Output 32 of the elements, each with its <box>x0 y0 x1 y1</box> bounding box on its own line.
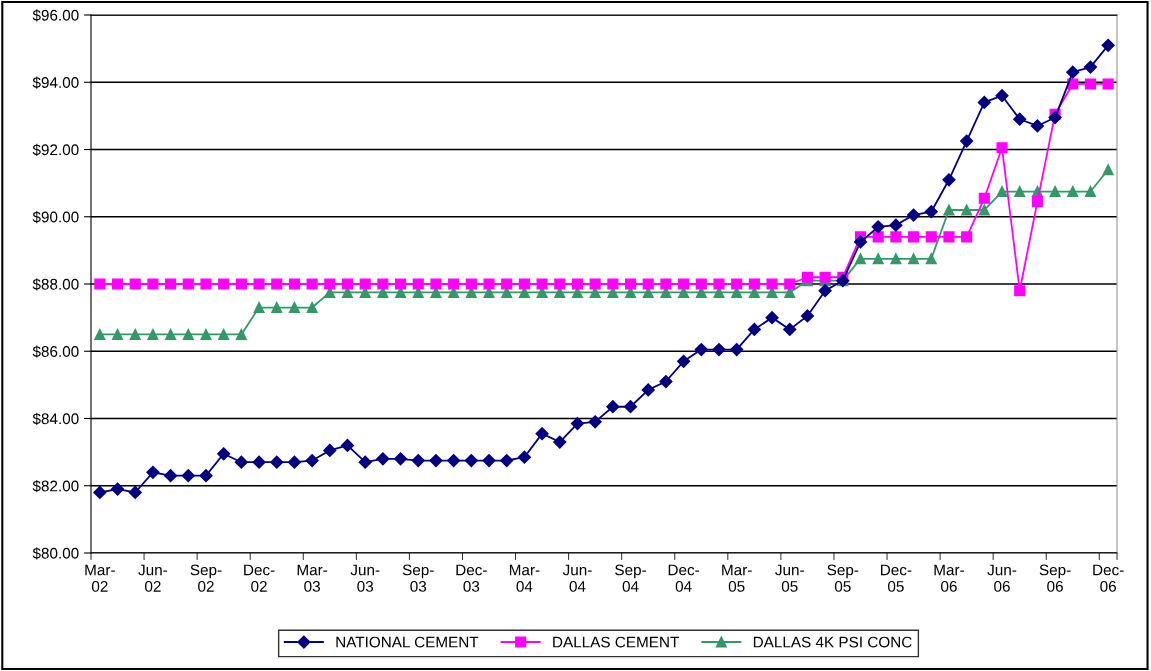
x-tick-label: Sep- 05 <box>827 564 859 592</box>
y-tick-label: $92.00 <box>32 143 79 157</box>
x-tick-label: Mar- 06 <box>934 564 964 592</box>
y-tick-label: $84.00 <box>32 412 79 426</box>
x-tick-label: Sep- 06 <box>1039 564 1071 592</box>
legend-label: NATIONAL CEMENT <box>336 636 479 648</box>
x-tick-label: Dec- 06 <box>1093 564 1124 592</box>
x-tick-label: Dec- 03 <box>456 564 487 592</box>
x-tick-label: Mar- 02 <box>85 564 115 592</box>
x-tick-label: Jun- 05 <box>775 564 804 592</box>
legend-label: DALLAS 4K PSI CONC <box>753 636 912 648</box>
y-tick-label: $94.00 <box>32 76 79 89</box>
y-tick-label: $86.00 <box>32 345 79 358</box>
y-tick-label: $88.00 <box>32 278 79 291</box>
x-tick-label: Mar- 04 <box>509 564 540 592</box>
legend-label: DALLAS CEMENT <box>553 636 679 648</box>
x-tick-label: Dec- 04 <box>668 564 700 592</box>
x-tick-label: Jun- 02 <box>138 564 168 592</box>
x-tick-label: Sep- 03 <box>402 564 434 592</box>
x-tick-label: Mar- 03 <box>297 564 328 592</box>
x-tick-label: Jun- 04 <box>562 564 592 592</box>
x-tick-label: Jun- 03 <box>350 564 380 592</box>
y-tick-label: $82.00 <box>32 479 79 493</box>
y-tick-label: $90.00 <box>32 210 79 224</box>
x-tick-label: Sep- 02 <box>190 564 222 592</box>
y-tick-label: $80.00 <box>32 547 79 560</box>
x-tick-label: Sep- 04 <box>615 564 646 592</box>
x-tick-label: Mar- 05 <box>722 564 752 592</box>
x-tick-label: Dec- 05 <box>881 564 912 592</box>
x-tick-label: Jun- 06 <box>987 564 1017 592</box>
y-tick-label: $96.00 <box>32 9 79 22</box>
x-tick-label: Dec- 02 <box>244 564 275 592</box>
